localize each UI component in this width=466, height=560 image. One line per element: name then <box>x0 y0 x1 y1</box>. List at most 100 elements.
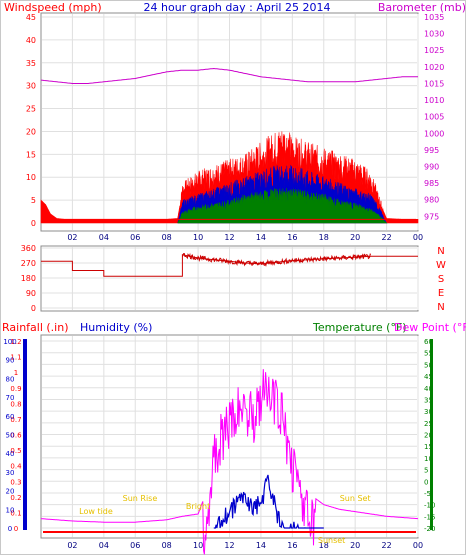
temp-xtick: 14 <box>256 541 266 550</box>
temperature-header: Temperature (°F) <box>312 321 407 334</box>
compass-label: N <box>437 302 444 313</box>
wind-ytick: 20 <box>26 127 36 136</box>
temp-ytick: 0 <box>424 478 428 486</box>
graph-title: 24 hour graph day : April 25 2014 <box>144 1 331 14</box>
wind-ytick: 35 <box>26 59 36 68</box>
wind-direction-noise <box>181 252 371 267</box>
wind-ytick: 40 <box>26 36 36 45</box>
wind-xtick: 06 <box>130 233 140 242</box>
wind-xtick: 10 <box>193 233 203 242</box>
baro-ytick: 1005 <box>424 113 444 122</box>
temp-ytick: 60 <box>424 338 433 346</box>
humidity-header: Humidity (%) <box>80 321 152 334</box>
temp-xtick: 20 <box>350 541 360 550</box>
baro-ytick: 985 <box>424 179 439 188</box>
wind-xtick: 22 <box>381 233 391 242</box>
baro-ytick: 995 <box>424 146 439 155</box>
wind-xtick: 02 <box>67 233 77 242</box>
temp-ytick: 25 <box>424 420 433 428</box>
wind-ytick: 0 <box>31 219 36 228</box>
rain-ytick: 0 <box>14 525 18 533</box>
humidity-ytick: 50 <box>6 432 15 440</box>
humidity-ytick: 10 <box>6 506 15 514</box>
direction-ytick: 180 <box>21 274 36 283</box>
direction-ytick: 360 <box>21 244 36 253</box>
wind-ytick: 45 <box>26 13 36 22</box>
baro-ytick: 1000 <box>424 129 444 138</box>
wind-xtick: 12 <box>224 233 234 242</box>
baro-ytick: 1030 <box>424 30 444 39</box>
wind-speed-series <box>177 187 388 224</box>
rain-header: Rainfall (.in) <box>2 321 69 334</box>
compass-label: W <box>436 260 446 271</box>
temp-ytick: 50 <box>424 361 433 369</box>
humidity-ytick: 70 <box>6 394 15 402</box>
wind-ytick: 25 <box>26 105 36 114</box>
temp-ytick: -5 <box>424 490 431 498</box>
temp-xtick: 08 <box>162 541 172 550</box>
baro-header: Barometer (mb) <box>378 1 466 14</box>
baro-ytick: 1015 <box>424 79 444 88</box>
wind-xtick: 08 <box>162 233 172 242</box>
astro-annotation: Sunset <box>318 536 345 545</box>
temp-ytick: -20 <box>424 525 435 533</box>
compass-label: S <box>438 274 444 285</box>
wind-ytick: 5 <box>31 196 36 205</box>
temp-xtick: 12 <box>224 541 234 550</box>
temp-xtick: 16 <box>287 541 297 550</box>
humidity-ytick: 100 <box>3 338 16 346</box>
astro-annotation: Sun Rise <box>123 494 158 503</box>
wind-ytick: 30 <box>26 82 36 91</box>
baro-ytick: 980 <box>424 196 439 205</box>
direction-ytick: 0 <box>31 304 36 313</box>
rain-ytick: 0.9 <box>10 385 21 393</box>
wind-xtick: 18 <box>319 233 329 242</box>
rain-ytick: 0.4 <box>10 463 22 471</box>
wind-ytick: 10 <box>26 173 36 182</box>
astro-annotation: Low tide <box>79 507 113 516</box>
humidity-ytick: 30 <box>6 469 15 477</box>
rain-ytick: 0.2 <box>10 494 21 502</box>
humidity-ytick: 60 <box>6 413 15 421</box>
wind-header: Windspeed (mph) <box>4 1 102 14</box>
barometer-series <box>40 67 418 84</box>
humidity-axis-bar <box>23 339 27 530</box>
temp-axis-bar <box>430 339 433 530</box>
baro-ytick: 1035 <box>424 13 444 22</box>
wind-xtick: 20 <box>350 233 360 242</box>
temp-ytick: -10 <box>424 502 435 510</box>
rain-ytick: 0.6 <box>10 432 22 440</box>
temp-xtick: 00 <box>413 541 423 550</box>
wind-xtick: 16 <box>287 233 297 242</box>
temp-ytick: 15 <box>424 443 433 451</box>
temp-xtick: 10 <box>193 541 203 550</box>
humidity-ytick: 90 <box>6 357 15 365</box>
temp-ytick: 20 <box>424 432 433 440</box>
temp-ytick: 5 <box>424 467 428 475</box>
temp-xtick: 06 <box>130 541 140 550</box>
baro-ytick: 1020 <box>424 63 444 72</box>
temp-ytick: 40 <box>424 385 433 393</box>
direction-ytick: 270 <box>21 259 36 268</box>
rain-ytick: 0.1 <box>10 509 21 517</box>
rain-ytick: 1 <box>14 369 18 377</box>
temp-ytick: 55 <box>424 350 433 358</box>
direction-ytick: 90 <box>26 289 36 298</box>
astro-annotation: Bright <box>186 502 210 511</box>
baro-ytick: 1010 <box>424 96 444 105</box>
baro-ytick: 975 <box>424 212 439 221</box>
rain-ytick: 1.2 <box>10 338 21 346</box>
wind-xtick: 00 <box>413 233 423 242</box>
dewpoint-series <box>213 474 324 529</box>
rain-ytick: 0.8 <box>10 400 21 408</box>
temp-ytick: -15 <box>424 513 435 521</box>
wind-xtick: 14 <box>256 233 266 242</box>
compass-label: N <box>437 246 444 257</box>
temp-ytick: 10 <box>424 455 433 463</box>
temp-ytick: 30 <box>424 408 433 416</box>
temperature-series <box>40 369 418 555</box>
dewpoint-header: Dew Point (°F) <box>394 321 466 334</box>
temp-xtick: 02 <box>67 541 77 550</box>
